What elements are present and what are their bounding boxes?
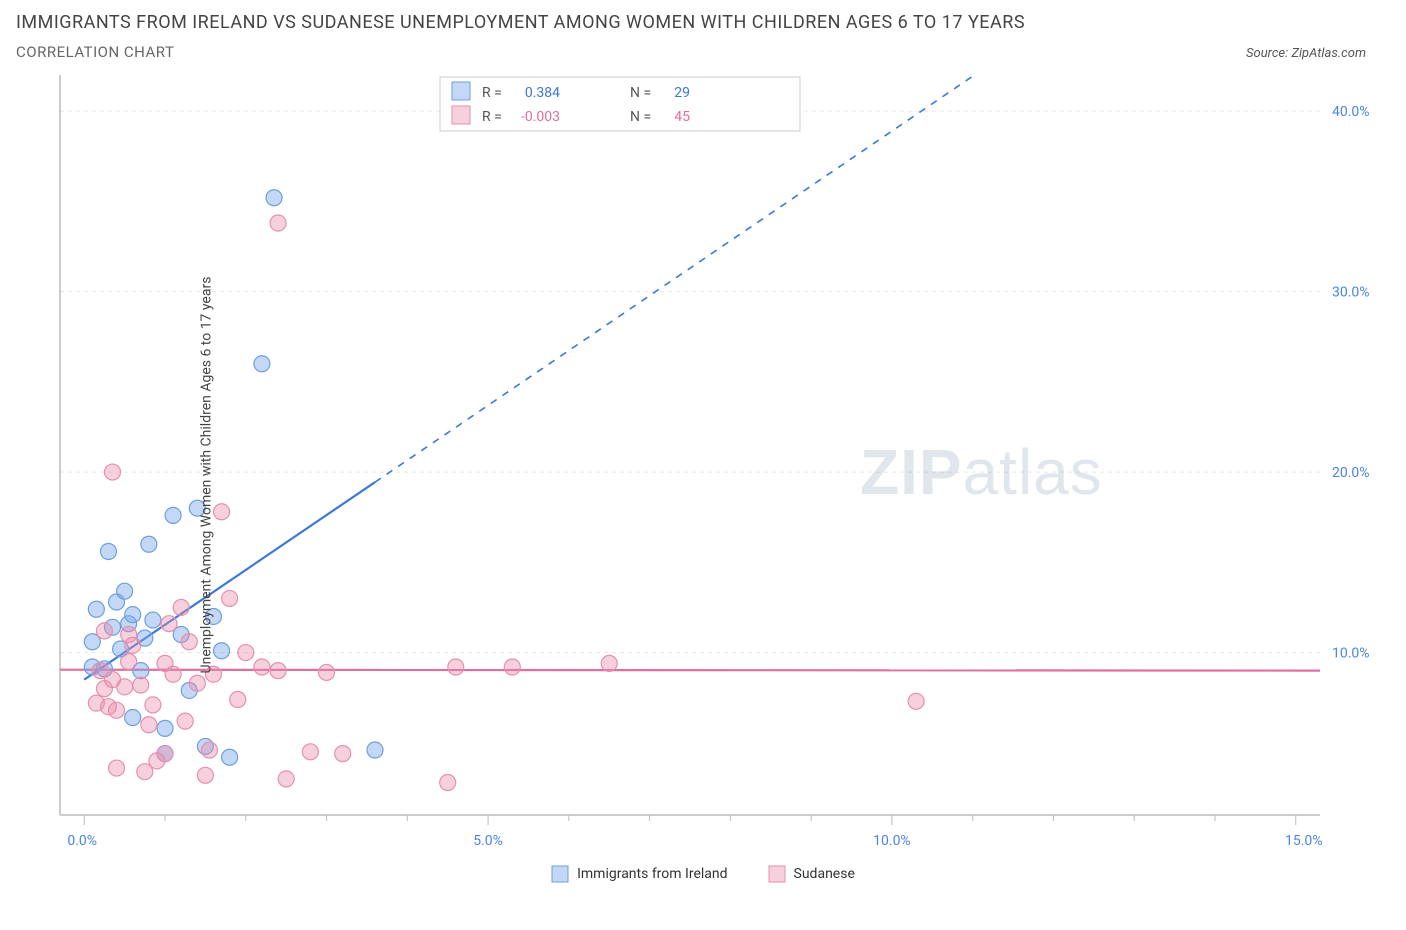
svg-text:-0.003: -0.003	[521, 109, 560, 125]
svg-text:30.0%: 30.0%	[1332, 285, 1370, 301]
svg-text:29: 29	[674, 85, 690, 101]
y-axis-label: Unemployment Among Women with Children A…	[198, 277, 214, 674]
svg-text:N =: N =	[630, 85, 651, 101]
svg-text:R =: R =	[482, 109, 502, 125]
swatch-icon	[551, 865, 569, 883]
source-prefix: Source:	[1246, 46, 1288, 61]
header: IMMIGRANTS FROM IRELAND VS SUDANESE UNEM…	[0, 0, 1406, 65]
svg-text:N =: N =	[630, 109, 651, 125]
svg-text:10.0%: 10.0%	[873, 833, 911, 849]
legend-item-sudanese: Sudanese	[768, 865, 855, 883]
svg-text:0.0%: 0.0%	[67, 833, 97, 849]
swatch-icon	[768, 865, 786, 883]
legend-item-ireland: Immigrants from Ireland	[551, 865, 727, 883]
bottom-legend: Immigrants from Ireland Sudanese	[0, 865, 1406, 883]
legend-label-ireland: Immigrants from Ireland	[577, 866, 727, 882]
chart-area: Unemployment Among Women with Children A…	[0, 65, 1406, 885]
svg-text:5.0%: 5.0%	[473, 833, 503, 849]
source-credit: Source: ZipAtlas.com	[1246, 46, 1366, 61]
subtitle-row: CORRELATION CHART Source: ZipAtlas.com	[16, 43, 1390, 61]
svg-text:45: 45	[674, 109, 690, 125]
svg-text:20.0%: 20.0%	[1332, 465, 1370, 481]
source-name: ZipAtlas.com	[1291, 46, 1366, 61]
svg-text:10.0%: 10.0%	[1332, 646, 1370, 662]
svg-text:R =: R =	[482, 85, 502, 101]
svg-text:15.0%: 15.0%	[1285, 833, 1323, 849]
svg-text:0.384: 0.384	[525, 85, 560, 101]
chart-subtitle: CORRELATION CHART	[16, 43, 174, 61]
svg-text:40.0%: 40.0%	[1332, 104, 1370, 120]
chart-title: IMMIGRANTS FROM IRELAND VS SUDANESE UNEM…	[16, 12, 1390, 33]
legend-label-sudanese: Sudanese	[794, 866, 855, 882]
